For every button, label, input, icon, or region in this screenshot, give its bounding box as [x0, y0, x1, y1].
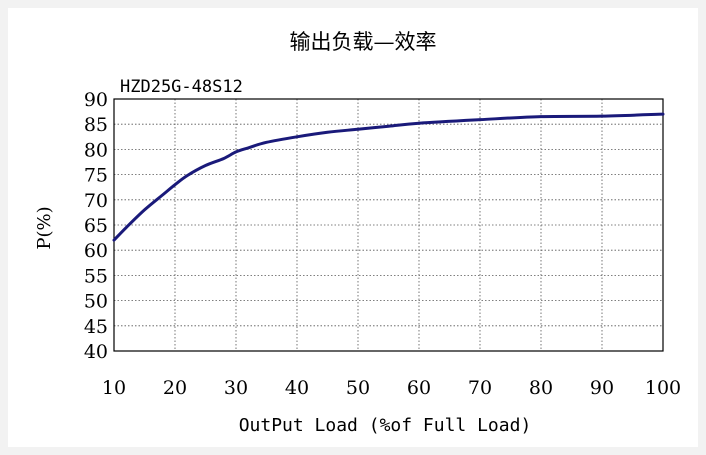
chart-background	[8, 8, 698, 447]
x-axis-label: OutPut Load (%of Full Load)	[239, 415, 532, 436]
grid	[114, 99, 663, 351]
x-tick-label: 30	[224, 377, 248, 399]
x-tick-label: 50	[346, 377, 370, 399]
efficiency-series-line	[112, 112, 665, 242]
chart-subtitle: HZD25G-48S12	[120, 77, 243, 97]
x-tick-label: 40	[285, 377, 309, 399]
axis-ticks: 40 45 50 55 60 65 70 75 80 85 90 10 20 30 40 50 60 70 80 90…	[84, 89, 681, 399]
y-tick-label: 65	[84, 215, 108, 237]
x-tick-label: 60	[407, 377, 431, 399]
y-tick-label: 75	[84, 165, 108, 187]
y-tick-label: 60	[84, 240, 108, 262]
x-tick-label: 80	[529, 377, 553, 399]
y-tick-label: 80	[84, 139, 108, 161]
x-tick-label: 20	[163, 377, 187, 399]
x-tick-label: 70	[468, 377, 492, 399]
y-tick-label: 45	[84, 316, 108, 338]
x-tick-label: 90	[590, 377, 614, 399]
x-tick-label: 10	[102, 377, 126, 399]
y-tick-label: 50	[84, 291, 108, 313]
y-tick-label: 40	[84, 341, 108, 363]
y-axis-label: P(%)	[34, 206, 55, 249]
y-tick-label: 70	[84, 190, 108, 212]
series-layer	[112, 112, 665, 242]
chart-title: 输出负载—效率	[290, 30, 437, 54]
x-tick-label: 100	[645, 377, 681, 399]
plot-frame	[113, 98, 664, 352]
y-tick-label: 90	[84, 89, 108, 111]
y-tick-label: 85	[84, 114, 108, 136]
y-tick-label: 55	[84, 265, 108, 287]
